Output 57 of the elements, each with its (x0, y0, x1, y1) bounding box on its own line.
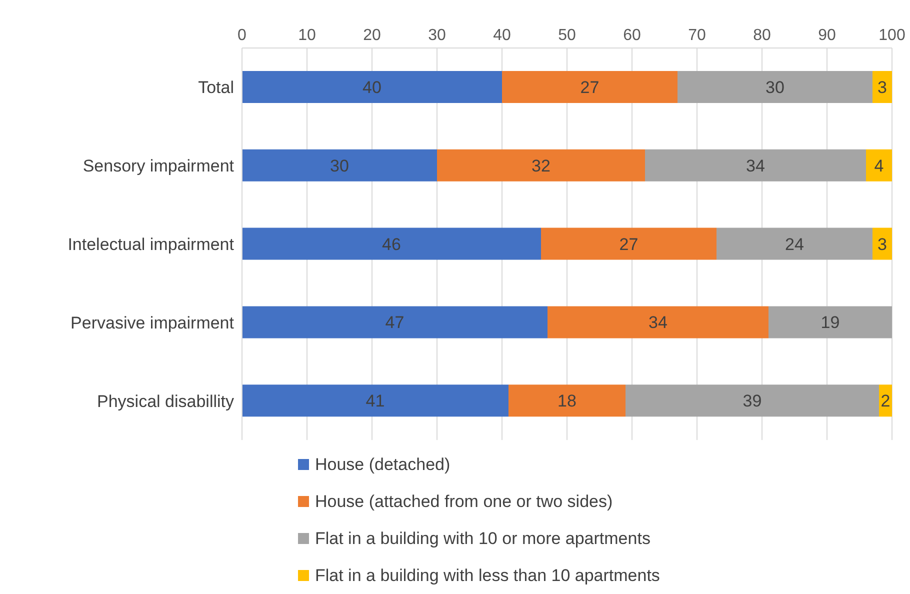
y-tick-label: Sensory impairment (82, 156, 234, 176)
bar (626, 384, 879, 417)
data-label: 32 (532, 156, 550, 176)
bar (678, 71, 872, 103)
data-label: 27 (580, 78, 600, 98)
legend-label: House (detached) (315, 454, 450, 474)
data-label: 27 (619, 234, 638, 254)
y-tick-label: Pervasive impairment (70, 313, 234, 332)
legend-label: Flat in a building with less than 10 apartments (315, 566, 660, 586)
bar (768, 306, 892, 338)
data-label: 41 (366, 392, 385, 411)
data-label: 24 (785, 234, 804, 254)
x-tick-label: 0 (238, 27, 247, 44)
data-label: 30 (330, 156, 349, 176)
x-tick-label: 70 (688, 27, 706, 44)
x-tick-label: 30 (428, 27, 446, 44)
x-tick-label: 60 (623, 27, 641, 44)
x-tick-label: 10 (298, 27, 316, 44)
x-tick-label: 40 (493, 27, 511, 44)
bar (866, 149, 892, 182)
data-label: 46 (382, 234, 401, 254)
bar (548, 306, 768, 338)
data-label: 34 (648, 313, 668, 332)
data-label: 3 (878, 234, 887, 254)
bar (242, 228, 541, 260)
legend-label: Flat in a building with 10 or more apartments (315, 528, 650, 548)
data-label: 34 (746, 156, 765, 176)
data-label: 2 (880, 392, 890, 411)
x-tick-label: 80 (753, 27, 771, 44)
x-tick-label: 50 (558, 27, 576, 44)
bar (716, 228, 872, 260)
bar (508, 384, 626, 417)
y-tick-label: Intelectual impairment (68, 235, 234, 254)
x-tick-label: 90 (818, 27, 836, 44)
bar (242, 384, 508, 417)
bar (872, 71, 892, 103)
data-label: 19 (820, 313, 840, 332)
bar (242, 71, 502, 103)
bar (242, 306, 548, 338)
data-label: 18 (558, 392, 576, 411)
legend-label: House (attached from one or two sides) (315, 492, 613, 512)
bar (502, 71, 678, 103)
y-tick-label: Total (198, 78, 234, 98)
data-label: 4 (874, 156, 884, 176)
data-label: 30 (766, 78, 784, 98)
data-label: 47 (385, 313, 404, 332)
bar (242, 149, 437, 182)
bar (645, 149, 866, 182)
data-label: 3 (878, 78, 887, 98)
data-label: 39 (742, 392, 762, 411)
bar (541, 228, 716, 260)
bar (437, 149, 645, 182)
x-tick-label: 20 (363, 27, 381, 44)
bar (872, 228, 892, 260)
y-tick-label: Physical disabillity (97, 392, 234, 411)
data-label: 40 (362, 78, 382, 98)
x-tick-label: 100 (878, 27, 906, 44)
